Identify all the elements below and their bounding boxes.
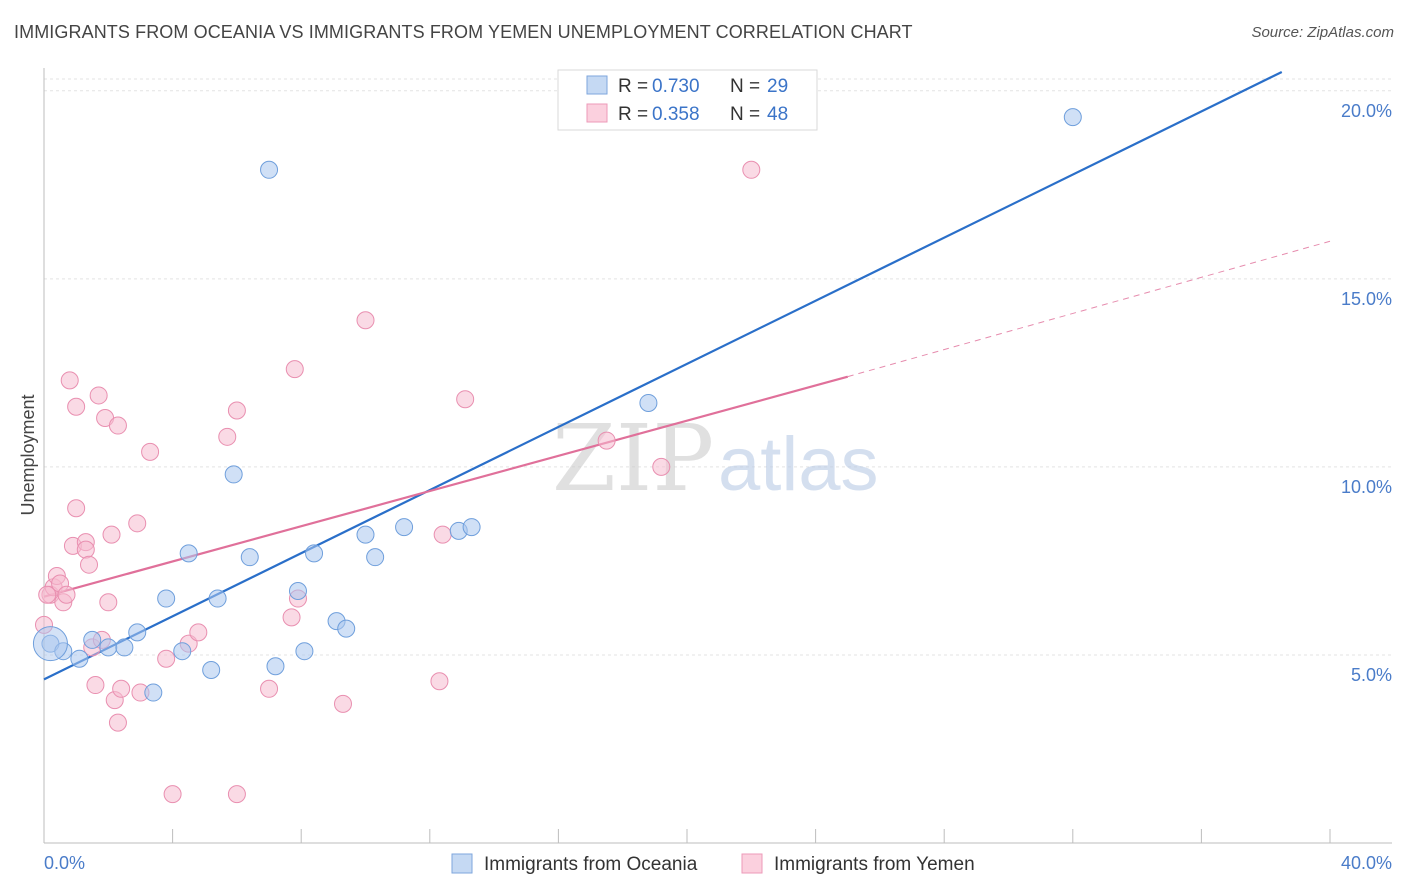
y-axis-label: Unemployment	[18, 394, 38, 515]
data-point-0-5	[115, 638, 134, 657]
data-point-0-24	[395, 518, 414, 537]
data-point-0-6	[128, 623, 147, 642]
legend-r-label-oceania: R =	[618, 76, 648, 97]
data-point-0-10	[179, 544, 198, 563]
watermark-zip: ZIP	[552, 405, 714, 512]
data-point-0-16	[266, 657, 285, 676]
data-point-1-23	[108, 713, 127, 732]
chart-title: IMMIGRANTS FROM OCEANIA VS IMMIGRANTS FR…	[14, 22, 913, 42]
source-label: Source: ZipAtlas.com	[1251, 24, 1394, 41]
data-point-1-45	[652, 457, 671, 476]
legend-bottom-swatch-yemen	[741, 853, 763, 874]
data-point-0-7	[144, 683, 163, 702]
data-point-0-22	[356, 525, 375, 544]
y-tick-label-3: 20.0%	[1341, 101, 1392, 121]
y-tick-label-0: 5.0%	[1351, 665, 1392, 685]
data-point-0-17	[288, 582, 307, 601]
data-point-1-41	[430, 672, 449, 691]
trend-line-0	[43, 71, 1283, 681]
data-point-1-40	[356, 311, 375, 330]
data-points	[32, 108, 1082, 804]
data-point-0-15	[260, 160, 279, 179]
data-point-0-9	[173, 642, 192, 661]
data-point-0-23	[366, 548, 385, 567]
data-point-1-31	[189, 623, 208, 642]
legend-swatch-oceania	[586, 75, 608, 95]
legend-series: Immigrants from Oceania Immigrants from …	[451, 853, 975, 875]
data-point-1-6	[57, 585, 76, 604]
data-point-0-21	[337, 619, 356, 638]
data-point-0-11	[202, 660, 221, 679]
data-point-1-34	[227, 785, 246, 804]
data-point-1-27	[141, 442, 160, 461]
tick-labels: 5.0% 10.0% 15.0% 20.0% 0.0% 40.0%	[44, 101, 1392, 873]
data-point-1-7	[60, 371, 79, 390]
legend-bottom-label-oceania: Immigrants from Oceania	[484, 854, 698, 875]
data-point-1-36	[282, 608, 301, 627]
legend-n-value-yemen: 48	[767, 104, 788, 125]
trend-lines	[43, 71, 1331, 681]
data-point-1-39	[333, 694, 352, 713]
data-point-0-26	[462, 518, 481, 537]
data-point-0-12	[208, 589, 227, 608]
data-point-0-14	[240, 548, 259, 567]
data-point-1-20	[102, 525, 121, 544]
data-point-1-24	[112, 679, 131, 698]
legend-n-label-yemen: N =	[730, 104, 760, 125]
legend-stats: R = 0.730 N = 29 R = 0.358 N = 48	[557, 69, 818, 131]
data-point-0-28	[1063, 108, 1082, 127]
data-point-1-9	[67, 499, 86, 518]
data-point-1-25	[128, 514, 147, 533]
data-point-0-18	[295, 642, 314, 661]
data-point-0-8	[157, 589, 176, 608]
data-point-1-16	[89, 386, 108, 405]
data-point-0-13	[224, 465, 243, 484]
data-point-1-47	[38, 585, 57, 604]
data-point-1-29	[163, 785, 182, 804]
data-point-cluster	[32, 626, 68, 662]
data-point-0-2	[70, 649, 89, 668]
data-point-1-33	[227, 401, 246, 420]
data-point-1-15	[86, 676, 105, 695]
legend-bottom-swatch-oceania	[451, 853, 473, 874]
trend-line-1	[43, 375, 849, 598]
trend-line-extension-1	[847, 240, 1331, 378]
axes	[43, 68, 1392, 844]
legend-r-label-yemen: R =	[618, 104, 648, 125]
x-tick-label-min: 0.0%	[44, 853, 85, 873]
x-tick-label-max: 40.0%	[1341, 853, 1392, 873]
data-point-1-42	[433, 525, 452, 544]
data-point-1-19	[99, 593, 118, 612]
data-point-1-13	[80, 555, 99, 574]
data-point-1-32	[218, 427, 237, 446]
data-point-1-37	[285, 360, 304, 379]
data-point-1-10	[67, 397, 86, 416]
data-point-1-28	[157, 649, 176, 668]
data-point-1-12	[76, 540, 95, 559]
data-point-0-27	[639, 393, 658, 412]
data-point-0-3	[83, 630, 102, 649]
legend-n-label-oceania: N =	[730, 76, 760, 97]
legend-n-value-oceania: 29	[767, 76, 788, 97]
legend-swatch-yemen	[586, 103, 608, 123]
data-point-1-22	[108, 416, 127, 435]
legend-r-value-oceania: 0.730	[652, 76, 700, 97]
legend-r-value-yemen: 0.358	[652, 104, 700, 125]
data-point-0-4	[99, 638, 118, 657]
y-tick-label-1: 10.0%	[1341, 477, 1392, 497]
watermark-atlas: atlas	[718, 422, 879, 507]
y-tick-label-2: 15.0%	[1341, 289, 1392, 309]
data-point-1-43	[456, 390, 475, 409]
legend-bottom-label-yemen: Immigrants from Yemen	[774, 854, 975, 875]
grid-lines	[44, 78, 1392, 656]
data-point-1-44	[597, 431, 616, 450]
data-point-1-35	[260, 679, 279, 698]
data-point-1-46	[742, 160, 761, 179]
data-point-0-19	[305, 544, 324, 563]
